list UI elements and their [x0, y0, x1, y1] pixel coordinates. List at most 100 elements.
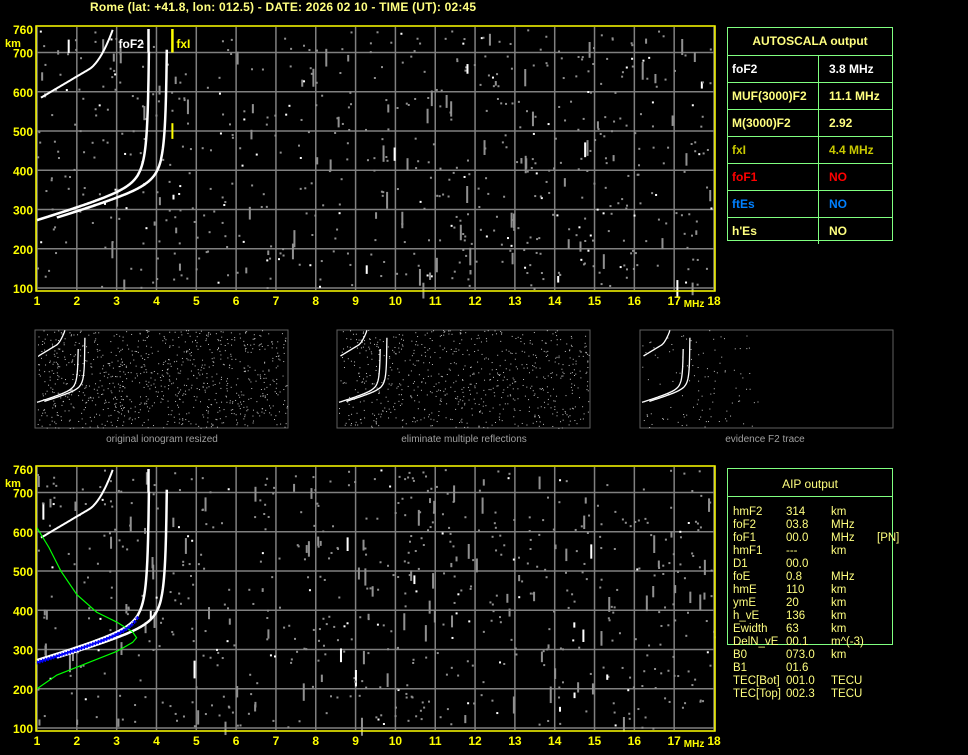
noise-echo	[670, 469, 673, 472]
noise-echo	[177, 387, 179, 389]
noise-echo	[493, 392, 495, 394]
noise-echo	[417, 336, 419, 338]
noise-echo	[225, 416, 227, 418]
noise-echo	[576, 423, 578, 425]
noise-echo	[402, 345, 404, 347]
noise-echo	[540, 197, 543, 200]
noise-echo	[387, 346, 389, 348]
noise-echo	[300, 511, 303, 514]
noise-echo	[382, 410, 384, 412]
noise-echo	[169, 345, 171, 347]
noise-echo	[413, 50, 416, 53]
noise-echo	[508, 350, 510, 352]
noise-echo	[54, 383, 56, 385]
noise-echo	[413, 252, 416, 255]
noise-echo	[279, 151, 282, 154]
noise-echo	[469, 247, 472, 266]
noise-echo	[57, 367, 59, 369]
noise-echo	[89, 426, 91, 428]
noise-echo	[467, 426, 469, 428]
noise-echo	[366, 356, 368, 358]
noise-echo	[534, 195, 537, 198]
noise-echo	[508, 472, 511, 475]
noise-echo	[603, 135, 606, 138]
noise-echo	[253, 338, 255, 340]
noise-echo	[387, 648, 390, 651]
noise-echo	[170, 414, 172, 416]
noise-echo	[161, 701, 164, 704]
noise-echo	[88, 607, 91, 610]
noise-echo	[334, 131, 337, 134]
noise-echo	[76, 719, 79, 725]
noise-echo	[450, 224, 453, 227]
noise-echo	[568, 424, 570, 426]
noise-echo	[366, 587, 369, 590]
noise-echo	[99, 372, 101, 374]
noise-echo	[436, 194, 439, 197]
noise-echo	[206, 86, 209, 89]
noise-echo	[533, 287, 536, 290]
noise-echo	[708, 498, 711, 512]
noise-echo	[117, 419, 119, 421]
noise-echo	[245, 350, 247, 352]
noise-echo	[396, 647, 399, 650]
noise-echo	[462, 248, 465, 251]
noise-echo	[599, 132, 602, 135]
noise-echo	[482, 36, 485, 39]
noise-echo	[402, 334, 404, 336]
noise-echo	[281, 333, 283, 335]
noise-echo	[621, 198, 624, 201]
noise-echo	[69, 427, 71, 429]
noise-echo	[363, 378, 365, 380]
noise-echo	[548, 169, 551, 172]
noise-echo	[37, 688, 40, 691]
noise-echo	[115, 354, 117, 356]
noise-echo	[109, 383, 111, 385]
noise-echo	[179, 398, 181, 400]
noise-echo	[129, 399, 131, 401]
noise-echo	[686, 414, 688, 416]
noise-echo	[320, 674, 323, 683]
noise-echo	[579, 370, 581, 372]
noise-echo	[51, 370, 53, 372]
noise-echo	[45, 354, 47, 356]
noise-echo	[506, 55, 509, 58]
noise-echo	[322, 530, 325, 533]
noise-echo	[129, 524, 132, 527]
noise-echo	[172, 633, 175, 636]
noise-echo	[235, 358, 237, 360]
noise-echo	[171, 410, 173, 412]
noise-echo	[611, 38, 614, 41]
noise-echo	[467, 213, 470, 216]
noise-echo	[162, 340, 164, 342]
noise-echo	[662, 35, 665, 38]
noise-echo	[529, 236, 532, 239]
noise-echo	[440, 375, 442, 377]
aip-cell: hmF2	[733, 506, 763, 518]
noise-echo	[191, 539, 194, 542]
noise-echo	[134, 406, 136, 408]
noise-echo	[69, 419, 71, 421]
noise-echo	[749, 372, 751, 374]
noise-echo	[140, 268, 143, 271]
noise-echo	[455, 556, 458, 562]
noise-echo	[174, 472, 177, 475]
noise-echo	[283, 626, 286, 629]
noise-echo	[562, 364, 564, 366]
noise-echo	[575, 363, 577, 365]
plot-frame	[35, 465, 716, 732]
noise-echo	[167, 373, 169, 375]
noise-echo	[589, 672, 592, 675]
noise-echo	[477, 361, 479, 363]
noise-echo	[67, 396, 69, 398]
noise-echo	[219, 418, 221, 420]
noise-echo	[482, 479, 485, 486]
noise-echo	[346, 622, 349, 625]
noise-echo	[632, 249, 635, 252]
noise-echo	[365, 380, 367, 382]
noise-echo	[540, 272, 543, 275]
noise-echo	[479, 411, 481, 413]
noise-echo	[166, 423, 168, 425]
noise-echo	[149, 407, 151, 409]
noise-echo	[642, 345, 644, 347]
